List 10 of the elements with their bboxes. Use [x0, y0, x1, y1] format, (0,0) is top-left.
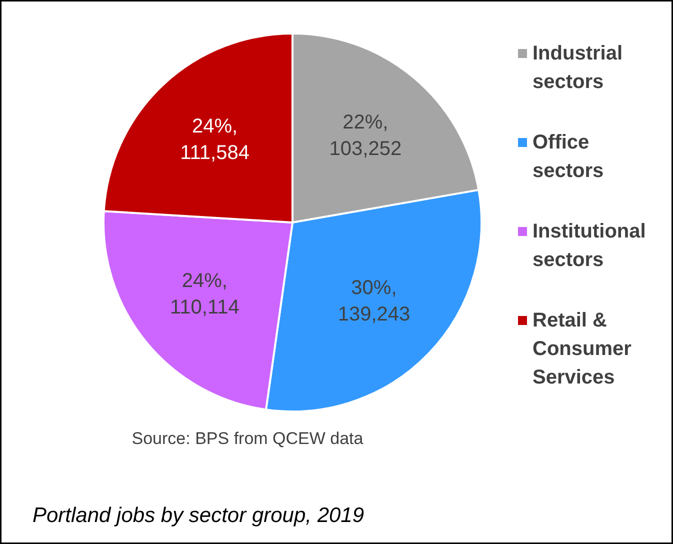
legend-label: Industrial sectors	[532, 42, 623, 94]
legend-label: Retail & Consumer Services	[532, 310, 632, 389]
legend-label: Office sectors	[532, 132, 604, 182]
data-label: 24%, 111,584	[180, 116, 250, 164]
source-note: Source: BPS from QCEW data	[132, 429, 364, 448]
data-label: 24%, 110,114	[170, 270, 240, 318]
data-label: 22%, 103,252	[329, 111, 402, 160]
data-label: 30%, 139,243	[338, 277, 410, 326]
text: Portland jobs by sector group, 2019	[32, 504, 364, 527]
legend-label: Institutional sectors	[532, 220, 646, 272]
